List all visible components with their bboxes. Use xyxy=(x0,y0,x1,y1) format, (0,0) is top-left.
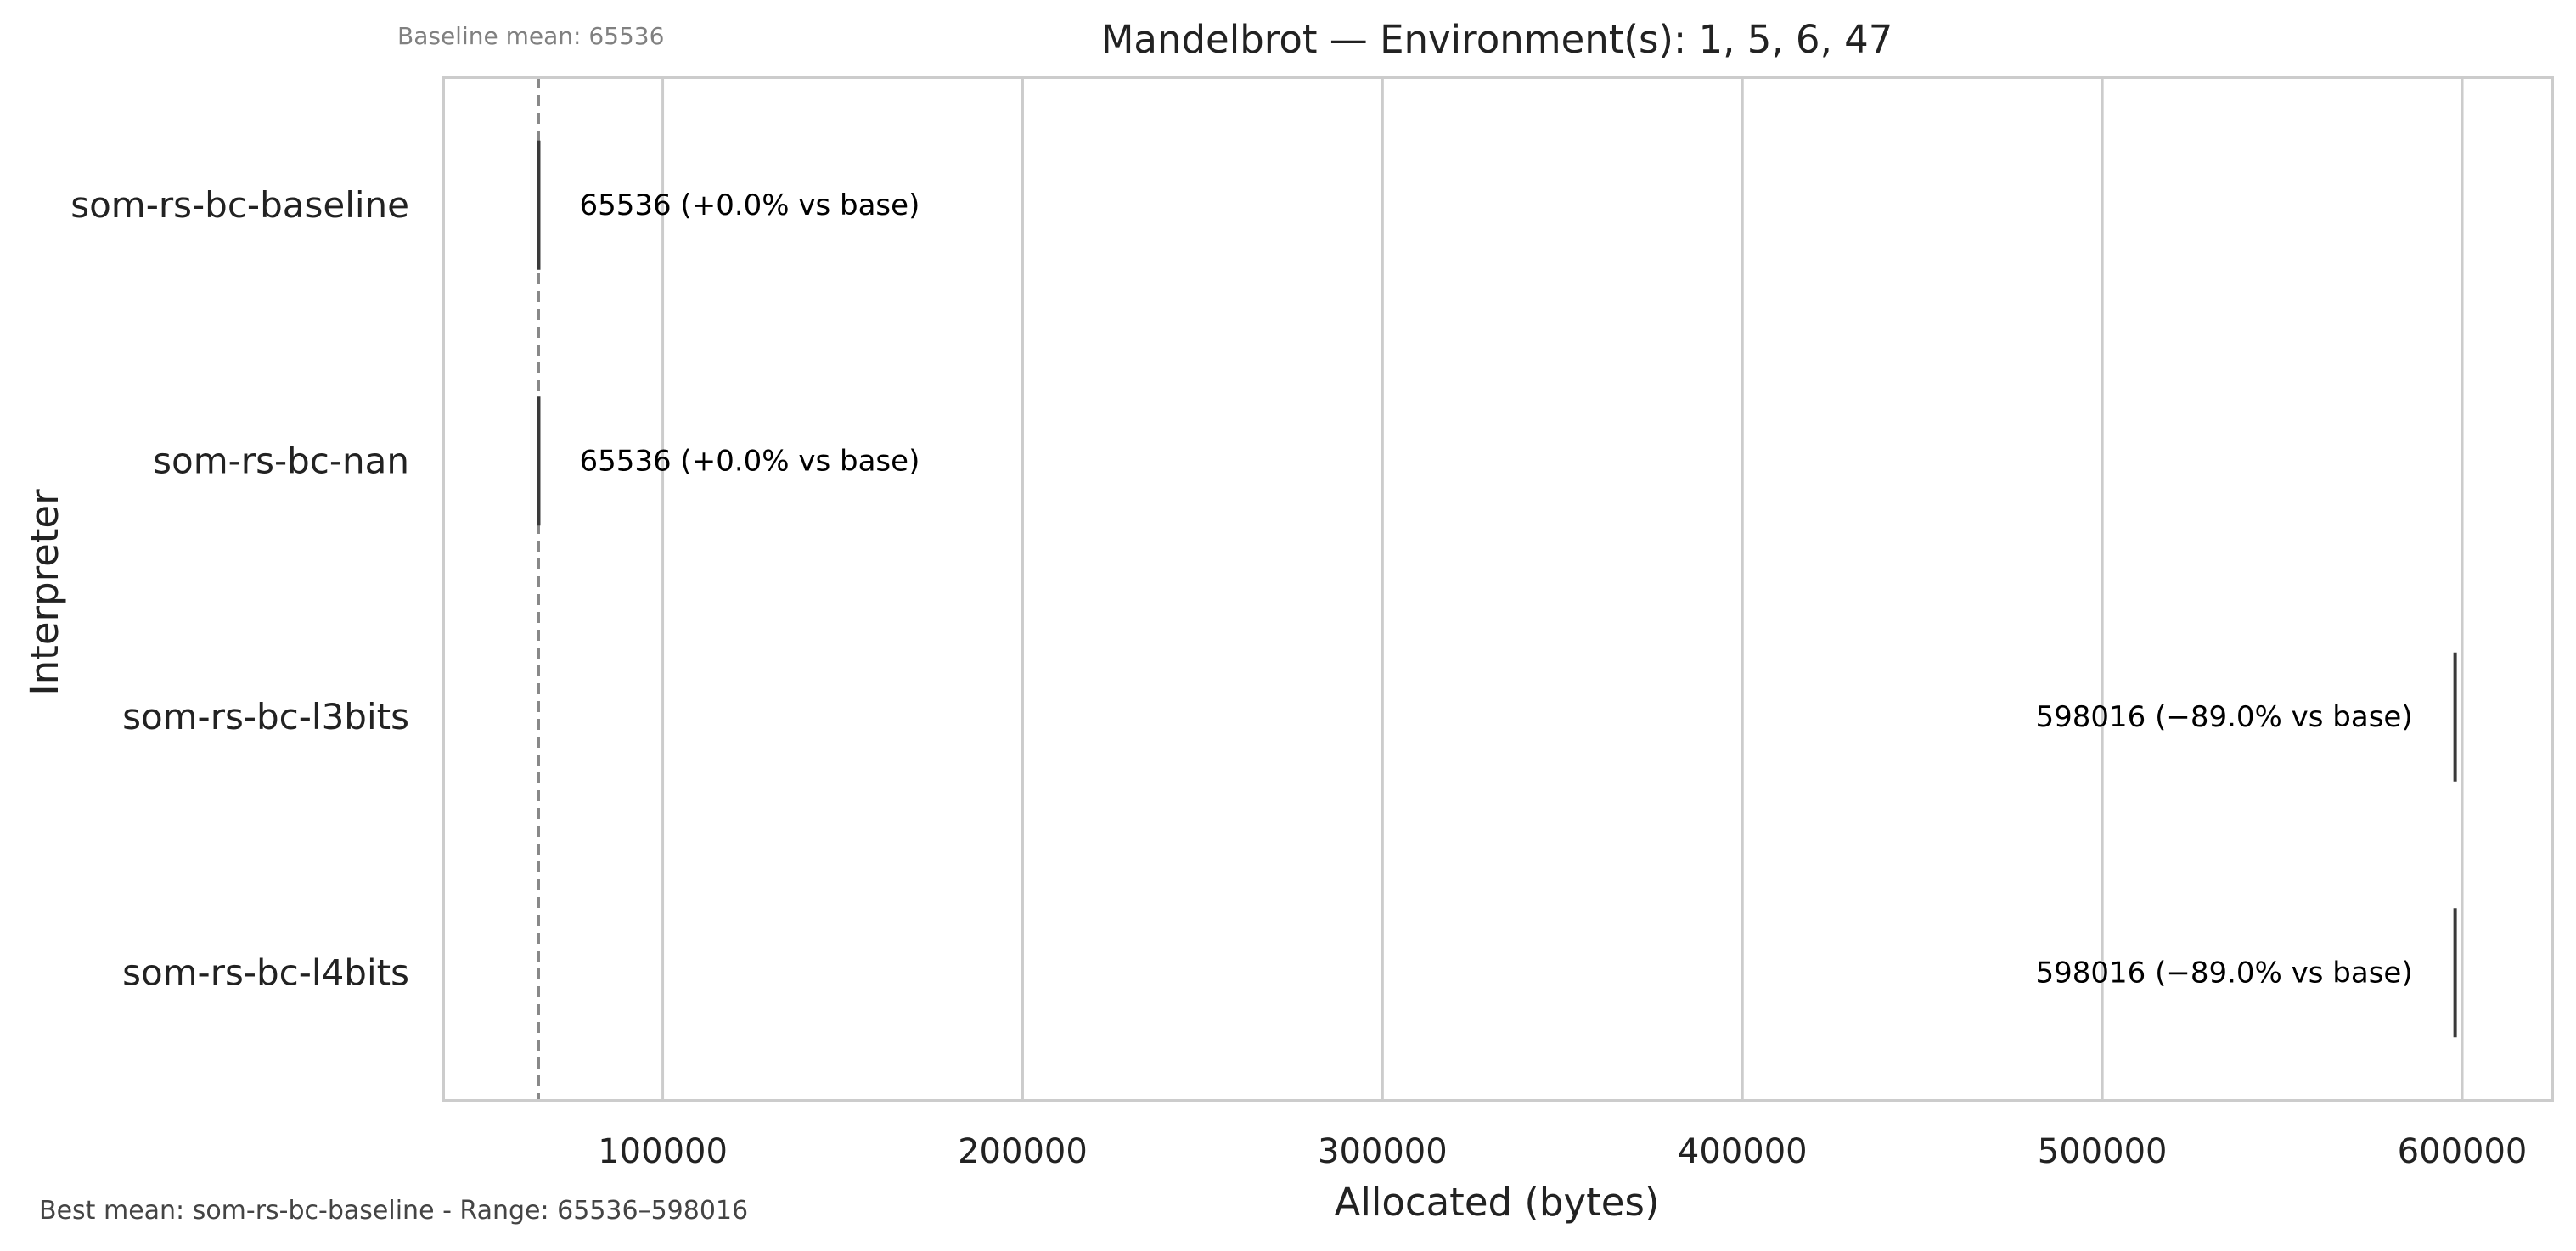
y-tick-label: som-rs-bc-l3bits xyxy=(122,696,409,738)
chart-title: Mandelbrot — Environment(s): 1, 5, 6, 47 xyxy=(1101,17,1893,62)
baseline-label: Baseline mean: 65536 xyxy=(397,22,664,50)
data-marks xyxy=(537,140,2457,1038)
y-tick-labels: som-rs-bc-baseline som-rs-bc-nan som-rs-bc… xyxy=(70,184,409,994)
data-label: 65536 (+0.0% vs base) xyxy=(579,444,920,478)
x-tick-label: 400000 xyxy=(1678,1132,1808,1171)
x-tick-label: 600000 xyxy=(2398,1132,2528,1171)
plot-frame xyxy=(442,76,2554,1102)
y-tick-label: som-rs-bc-baseline xyxy=(70,184,409,226)
y-tick-label: som-rs-bc-l4bits xyxy=(122,951,409,993)
x-tick-label: 300000 xyxy=(1318,1132,1448,1171)
annotations: 65536 (+0.0% vs base) 65536 (+0.0% vs bas… xyxy=(579,188,2412,990)
y-axis-label: Interpreter xyxy=(22,489,67,696)
grid-lines xyxy=(661,77,2464,1101)
y-tick-label: som-rs-bc-nan xyxy=(153,440,409,481)
data-label: 598016 (−89.0% vs base) xyxy=(2035,700,2412,734)
data-label: 65536 (+0.0% vs base) xyxy=(579,188,920,222)
x-axis-label: Allocated (bytes) xyxy=(1335,1180,1660,1225)
x-tick-label: 200000 xyxy=(958,1132,1088,1171)
footer-note: Best mean: som-rs-bc-baseline - Range: 6… xyxy=(39,1196,748,1226)
x-tick-labels: 100000 200000 300000 400000 500000 600000 xyxy=(598,1132,2527,1171)
x-tick-label: 100000 xyxy=(598,1132,728,1171)
data-label: 598016 (−89.0% vs base) xyxy=(2035,956,2412,990)
x-tick-label: 500000 xyxy=(2038,1132,2168,1171)
